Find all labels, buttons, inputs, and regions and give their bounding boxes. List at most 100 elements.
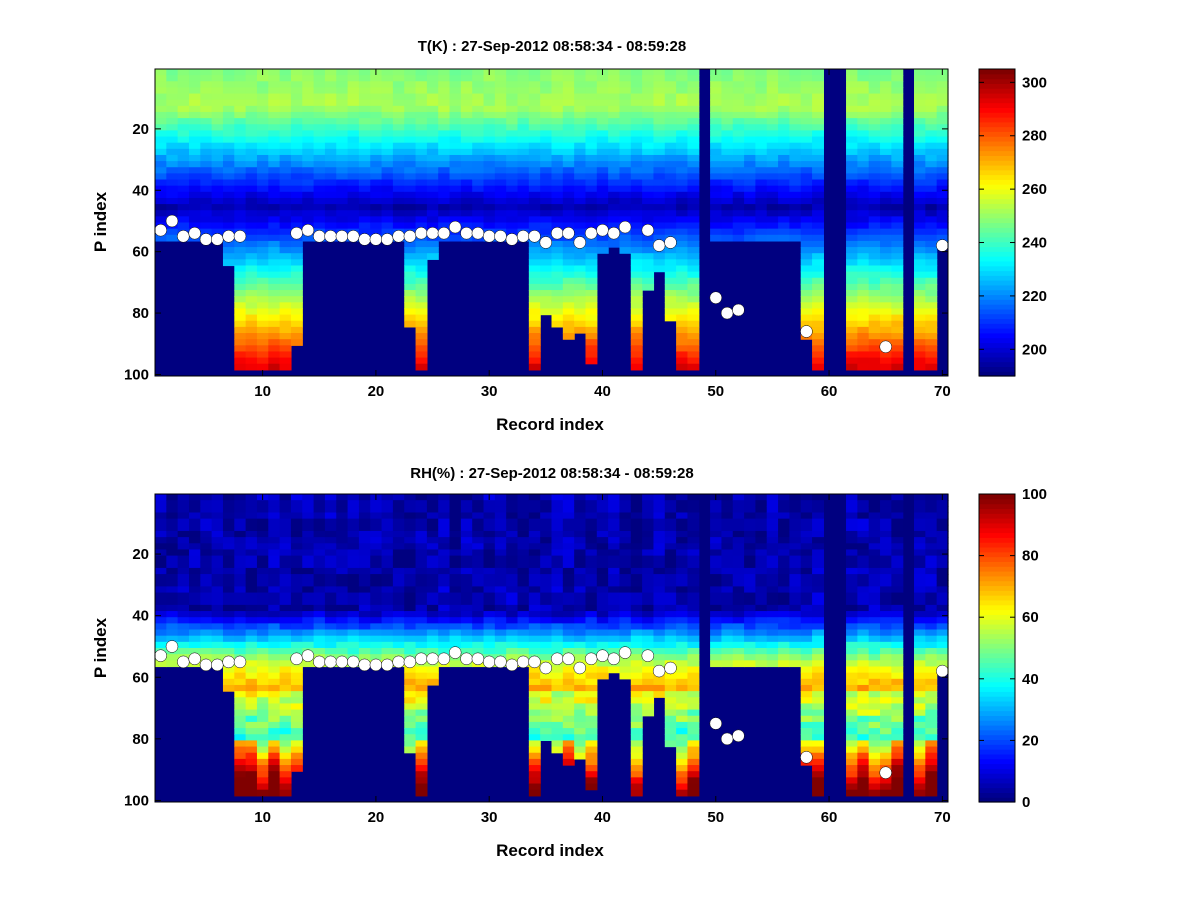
heatmap-cell <box>846 746 858 754</box>
heatmap-cell <box>630 629 643 637</box>
heatmap-cell <box>653 105 666 113</box>
heatmap-cell <box>812 130 824 138</box>
heatmap-cell <box>415 740 428 748</box>
heatmap-cell <box>370 635 383 643</box>
heatmap-cell <box>789 530 802 538</box>
heatmap-cell <box>494 154 507 162</box>
heatmap-cell <box>630 641 643 649</box>
heatmap-cell <box>551 500 564 507</box>
heatmap-cell <box>551 611 564 618</box>
heatmap-cell <box>721 124 734 131</box>
heatmap-cell <box>880 173 892 181</box>
colorbar-segment <box>979 126 1015 132</box>
heatmap-cell <box>914 678 926 686</box>
heatmap-cell <box>392 648 405 655</box>
heatmap-cell <box>200 524 213 532</box>
heatmap-cell <box>392 93 405 101</box>
heatmap-cell <box>313 611 326 618</box>
heatmap-cell <box>574 549 587 557</box>
heatmap-cell <box>472 167 485 174</box>
heatmap-cell <box>857 703 870 711</box>
heatmap-cell <box>313 617 326 624</box>
heatmap-cell <box>778 611 790 618</box>
heatmap-cell <box>222 617 235 624</box>
heatmap-cell <box>313 154 326 162</box>
heatmap-cell <box>800 604 813 612</box>
heatmap-cell <box>404 240 417 248</box>
heatmap-cell <box>574 512 587 520</box>
heatmap-cell <box>630 703 643 711</box>
heatmap-cell <box>619 623 632 631</box>
heatmap-cell <box>336 197 349 205</box>
heatmap-cell <box>200 222 213 230</box>
heatmap-cell <box>234 561 247 569</box>
marker-point <box>154 649 167 662</box>
heatmap-cell <box>404 216 417 224</box>
heatmap-cell <box>234 648 247 655</box>
heatmap-cell <box>812 740 824 748</box>
heatmap-cell <box>188 549 201 557</box>
heatmap-cell <box>562 75 575 82</box>
heatmap-cell <box>630 771 643 778</box>
heatmap-cell <box>472 111 485 119</box>
heatmap-cell <box>891 549 904 557</box>
heatmap-cell <box>234 567 247 575</box>
heatmap-cell <box>630 320 643 328</box>
heatmap-cell <box>528 204 541 211</box>
heatmap-cell <box>936 210 949 217</box>
heatmap-cell <box>256 277 269 285</box>
heatmap-cell <box>868 512 881 520</box>
heatmap-cell <box>302 142 315 150</box>
heatmap-cell <box>596 111 609 119</box>
heatmap-cell <box>608 635 621 643</box>
heatmap-cell <box>472 216 485 224</box>
heatmap-cell <box>211 506 224 514</box>
heatmap-cell <box>562 111 575 119</box>
heatmap-cell <box>256 333 269 340</box>
heatmap-cell <box>166 543 179 551</box>
heatmap-cell <box>268 648 281 655</box>
heatmap-cell <box>426 574 439 581</box>
heatmap-cell <box>868 339 881 346</box>
heatmap-cell <box>687 592 700 600</box>
heatmap-cell <box>551 154 564 162</box>
heatmap-cell <box>880 524 892 532</box>
heatmap-cell <box>846 136 858 144</box>
heatmap-cell <box>562 124 575 131</box>
heatmap-cell <box>358 561 371 569</box>
heatmap-cell <box>846 228 858 236</box>
heatmap-cell <box>528 173 541 181</box>
heatmap-cell <box>585 308 598 316</box>
heatmap-cell <box>438 561 451 569</box>
heatmap-cell <box>381 191 394 199</box>
heatmap-cell <box>766 549 779 557</box>
heatmap-cell <box>279 635 292 643</box>
heatmap-cell <box>347 611 360 618</box>
heatmap-cell <box>846 326 858 334</box>
heatmap-cell <box>358 648 371 655</box>
heatmap-cell <box>506 654 519 661</box>
heatmap-cell <box>166 118 179 125</box>
heatmap-cell <box>676 758 689 766</box>
heatmap-cell <box>279 130 292 138</box>
heatmap-cell <box>256 81 269 89</box>
heatmap-cell <box>925 734 938 741</box>
marker-point <box>584 652 598 666</box>
heatmap-cell <box>812 765 824 772</box>
heatmap-cell <box>188 518 201 526</box>
heatmap-cell <box>936 537 949 544</box>
heatmap-cell <box>155 580 167 587</box>
colorbar-segment <box>979 184 1015 190</box>
heatmap-cell <box>528 574 541 581</box>
heatmap-cell <box>551 247 564 254</box>
heatmap-cell <box>528 697 541 705</box>
marker-point <box>471 226 485 240</box>
heatmap-cell <box>313 124 326 131</box>
heatmap-cell <box>868 326 881 334</box>
heatmap-cell <box>234 604 247 612</box>
heatmap-cell <box>812 283 824 291</box>
heatmap-cell <box>188 148 201 156</box>
heatmap-cell <box>370 191 383 199</box>
heatmap-cell <box>268 629 281 637</box>
heatmap-cell <box>234 611 247 618</box>
